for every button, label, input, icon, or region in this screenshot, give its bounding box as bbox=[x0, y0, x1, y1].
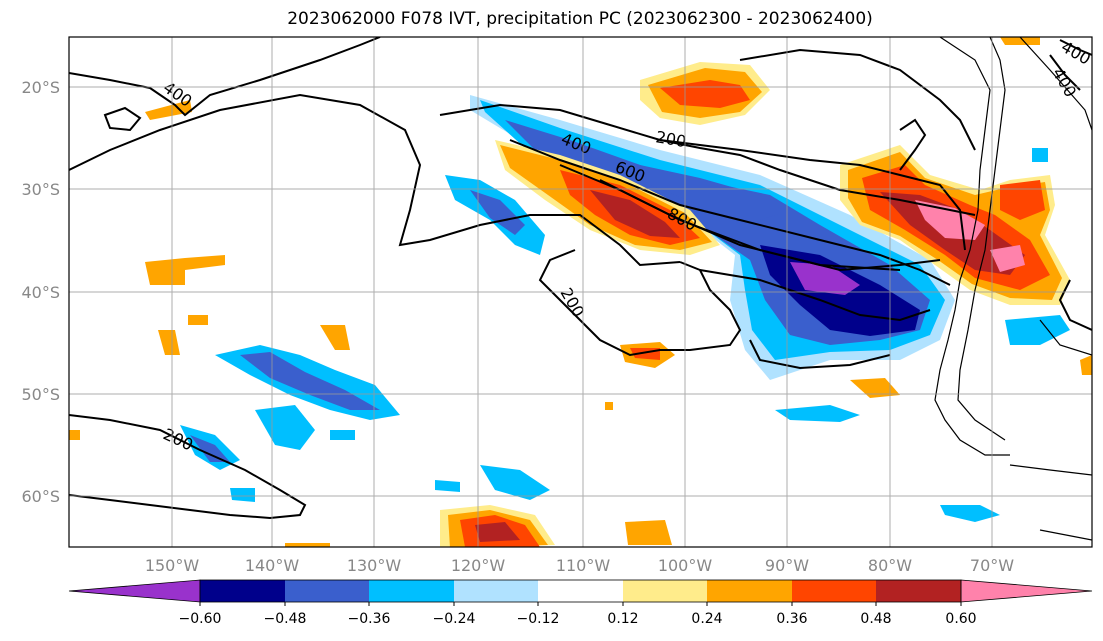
negative-precip-region bbox=[230, 488, 255, 502]
negative-precip-region bbox=[640, 165, 790, 220]
positive-precip-region bbox=[850, 378, 900, 398]
colorbar-segment bbox=[538, 580, 623, 602]
colorbar-tick-label: −0.12 bbox=[517, 611, 560, 627]
positive-precip-region bbox=[1000, 180, 1045, 220]
positive-precip-region bbox=[158, 330, 180, 355]
lat-tick-label: 20°S bbox=[21, 78, 60, 97]
positive-precip-region bbox=[320, 325, 350, 350]
lon-tick-label: 130°W bbox=[347, 556, 402, 575]
lon-tick-label: 110°W bbox=[556, 556, 611, 575]
lat-tick-label: 60°S bbox=[21, 487, 60, 506]
lon-tick-label: 100°W bbox=[658, 556, 713, 575]
colorbar-segment bbox=[792, 580, 876, 602]
positive-precip-region bbox=[1080, 355, 1092, 375]
negative-precip-region bbox=[940, 505, 1000, 522]
colorbar-segment bbox=[369, 580, 454, 602]
negative-precip-region bbox=[240, 352, 380, 410]
contour-label: 200 bbox=[654, 127, 687, 151]
colorbar-segment bbox=[454, 580, 538, 602]
colorbar: −0.60 −0.48 −0.36 −0.24 −0.12 0.12 0.24 … bbox=[68, 579, 1093, 627]
colorbar-tick-label: 0.48 bbox=[860, 611, 891, 627]
lon-tick-label: 150°W bbox=[145, 556, 200, 575]
colorbar-tick-label: −0.24 bbox=[433, 611, 476, 627]
colorbar-tick-label: 0.24 bbox=[691, 611, 722, 627]
negative-precip-region bbox=[1032, 148, 1048, 162]
negative-precip-region bbox=[1005, 315, 1070, 345]
positive-precip-region bbox=[188, 315, 208, 325]
positive-precip-region bbox=[475, 522, 520, 542]
colorbar-tick-label: 0.36 bbox=[776, 611, 807, 627]
lat-tick-label: 30°S bbox=[21, 180, 60, 199]
coastline bbox=[934, 37, 1092, 541]
positive-precip-region bbox=[285, 543, 330, 547]
map-frame bbox=[68, 36, 1093, 548]
lon-tick-label: 80°W bbox=[868, 556, 912, 575]
latitude-labels: 20°S 30°S 40°S 50°S 60°S bbox=[21, 78, 60, 506]
lat-tick-label: 50°S bbox=[21, 385, 60, 404]
negative-precip-region bbox=[790, 262, 860, 295]
positive-precip-region bbox=[1000, 37, 1040, 45]
colorbar-tick-label: 0.60 bbox=[945, 611, 976, 627]
colorbar-extend-left bbox=[68, 579, 201, 603]
lon-tick-label: 90°W bbox=[765, 556, 809, 575]
longitude-labels: 150°W 140°W 130°W 120°W 110°W 100°W 90°W… bbox=[145, 556, 1014, 575]
negative-precip-region bbox=[255, 405, 315, 450]
negative-precip-region bbox=[435, 480, 460, 492]
negative-precip-region bbox=[190, 435, 230, 462]
negative-precip-region bbox=[775, 405, 860, 422]
negative-precip-region bbox=[470, 190, 525, 235]
lat-tick-label: 40°S bbox=[21, 283, 60, 302]
positive-precip-region bbox=[915, 200, 985, 240]
colorbar-segment bbox=[200, 580, 285, 602]
colorbar-tick-label: −0.60 bbox=[179, 611, 222, 627]
positive-precip-region bbox=[69, 430, 80, 440]
positive-precip-region bbox=[145, 100, 192, 120]
colorbar-tick-label: 0.12 bbox=[607, 611, 638, 627]
colorbar-tick-label: −0.48 bbox=[264, 611, 307, 627]
ivt-contours bbox=[69, 37, 1092, 520]
colorbar-extend-right bbox=[960, 579, 1093, 603]
positive-precip-region bbox=[145, 255, 225, 285]
colorbar-segment bbox=[876, 580, 961, 602]
map-title: 2023062000 F078 IVT, precipitation PC (2… bbox=[287, 9, 873, 29]
positive-precip-region bbox=[605, 402, 613, 410]
colorbar-segment bbox=[623, 580, 707, 602]
positive-precip-region bbox=[990, 245, 1025, 272]
lon-tick-label: 140°W bbox=[245, 556, 300, 575]
colorbar-tick-label: −0.36 bbox=[348, 611, 391, 627]
negative-precip-region bbox=[330, 430, 355, 440]
colorbar-segment bbox=[285, 580, 369, 602]
positive-precip-region bbox=[590, 190, 680, 238]
contour-label: 400 bbox=[1049, 65, 1081, 101]
lon-tick-label: 70°W bbox=[970, 556, 1014, 575]
lon-tick-label: 120°W bbox=[451, 556, 506, 575]
colorbar-segment bbox=[707, 580, 792, 602]
gridlines bbox=[69, 37, 1092, 547]
negative-precip-region bbox=[480, 465, 550, 500]
positive-precip-region bbox=[625, 520, 672, 545]
